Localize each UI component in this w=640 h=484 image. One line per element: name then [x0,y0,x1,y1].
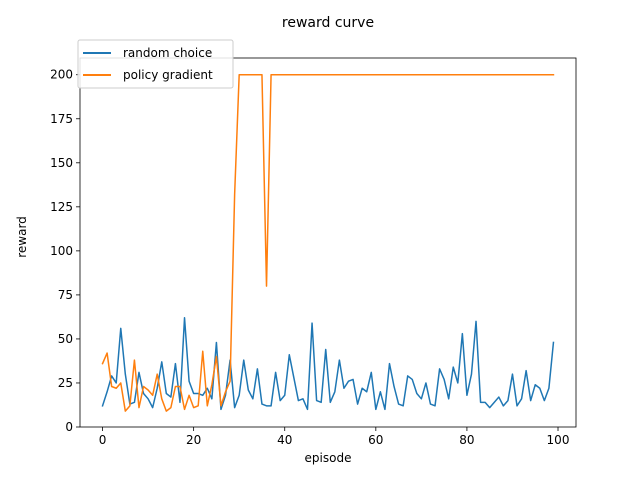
x-tick-label: 40 [277,433,292,447]
legend-label-random-choice: random choice [123,46,212,60]
y-tick-label: 100 [50,244,73,258]
x-tick-label: 100 [547,433,570,447]
y-tick-label: 125 [50,200,73,214]
y-axis-label: reward [15,216,29,258]
y-tick-label: 175 [50,112,73,126]
y-tick-label: 0 [65,420,73,434]
axis-layer: 0 20 40 60 80 100 0 25 50 75 100 125 150 175 200 [50,68,569,447]
y-tick-label: 150 [50,156,73,170]
y-tick-label: 200 [50,68,73,82]
plot-frame [79,57,577,428]
y-tick-label: 25 [58,376,73,390]
legend-label-policy-gradient: policy gradient [123,68,213,82]
x-axis-label: episode [305,451,352,465]
chart-title: reward curve [282,15,374,31]
y-tick-label: 75 [58,288,73,302]
legend-frame [77,39,234,89]
series-line-policy-gradient [101,73,555,412]
y-tick-label: 50 [58,332,73,346]
x-tick-label: 80 [459,433,474,447]
x-tick-label: 60 [368,433,383,447]
series-line-random-choice [101,317,555,411]
x-tick-label: 20 [186,433,201,447]
legend: random choice policy gradient [77,39,234,89]
x-tick-label: 0 [99,433,107,447]
series-layer [101,73,555,412]
